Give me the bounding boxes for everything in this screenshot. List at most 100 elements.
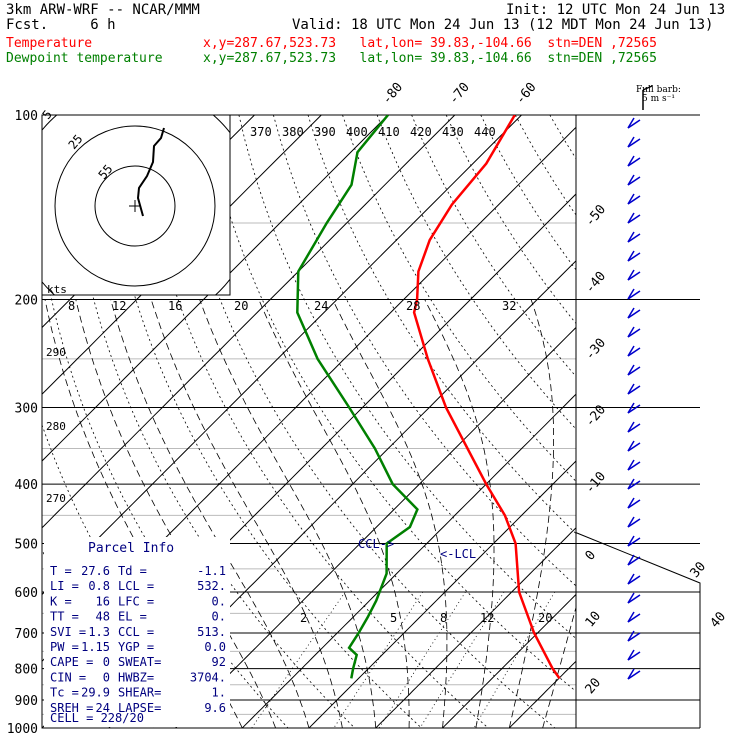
wind-barb-shaft bbox=[627, 480, 641, 490]
dry-adiabat-line bbox=[480, 115, 576, 271]
theta-e-label: 440 bbox=[474, 125, 496, 139]
hodograph-speed-label: 16 bbox=[168, 299, 182, 313]
temperature-trace bbox=[412, 115, 561, 680]
wind-barb-shaft bbox=[627, 214, 641, 224]
theta-e-label: 400 bbox=[346, 125, 368, 139]
pressure-tick-label: 500 bbox=[15, 537, 38, 552]
parcel-info-cell: LI = bbox=[50, 579, 79, 593]
dry-adiabat-line bbox=[307, 115, 576, 535]
parcel-info-cell: 0. bbox=[212, 610, 226, 624]
wind-barb-flag bbox=[627, 592, 635, 604]
wind-barb-flag bbox=[627, 516, 635, 528]
mixing-ratio-line bbox=[473, 591, 556, 728]
dry-adiabat-line bbox=[203, 115, 576, 692]
theta-label: 290 bbox=[46, 346, 66, 359]
wind-barb-shaft bbox=[627, 556, 641, 566]
dry-adiabat-line bbox=[376, 115, 576, 430]
isotherm-line bbox=[42, 115, 456, 529]
barb-key-units: 5 m s⁻¹ bbox=[642, 94, 675, 104]
parcel-info-cell: 29.9 bbox=[81, 686, 110, 700]
dewpoint-trace bbox=[296, 115, 419, 679]
dry-adiabat-line bbox=[134, 115, 489, 728]
wind-barb-flag bbox=[627, 307, 635, 319]
wind-barb-flag bbox=[627, 630, 635, 642]
pressure-tick-label: 200 bbox=[15, 294, 38, 309]
isotherm-line bbox=[42, 115, 322, 395]
temperature-tick-label: -20 bbox=[583, 402, 610, 430]
parcel-info-cell: 3704. bbox=[190, 670, 226, 684]
theta-e-label: 420 bbox=[410, 125, 432, 139]
wind-barb-shaft bbox=[627, 613, 641, 623]
hodograph-speed-label: 32 bbox=[502, 299, 516, 313]
mixing-ratio-label: 12 bbox=[480, 611, 494, 625]
hodograph-box bbox=[41, 114, 231, 296]
parcel-info-cell: T = bbox=[50, 564, 72, 578]
wind-barb-shaft bbox=[627, 347, 641, 357]
moist-adiabat-line bbox=[542, 605, 576, 728]
wind-barb-flag bbox=[627, 250, 635, 262]
mixing-ratio-line bbox=[251, 591, 346, 728]
wind-barb-shaft bbox=[627, 632, 641, 642]
parcel-info-cell: 16 bbox=[96, 594, 110, 608]
dry-adiabat-line bbox=[549, 115, 576, 160]
wind-barb-flag bbox=[627, 383, 635, 395]
wind-barb-flag bbox=[627, 402, 635, 414]
theta-label: 280 bbox=[46, 420, 66, 433]
model-title: 3km ARW-WRF -- NCAR/MMM bbox=[6, 2, 200, 18]
parcel-info-cell: LCL = bbox=[118, 579, 154, 593]
wind-barb-shaft bbox=[627, 138, 641, 148]
theta-label: 270 bbox=[46, 492, 66, 505]
wind-barb-flag bbox=[627, 174, 635, 186]
hodograph-speed-label: 24 bbox=[314, 299, 328, 313]
wind-barb-shaft bbox=[627, 271, 641, 281]
dry-adiabat-line bbox=[654, 115, 740, 728]
isotherm-line bbox=[508, 660, 576, 728]
parcel-info-cell: 0.0 bbox=[204, 640, 226, 654]
wind-barb-shaft bbox=[627, 119, 641, 129]
temperature-tick-label: -50 bbox=[583, 202, 610, 230]
dry-adiabat-line bbox=[100, 115, 422, 728]
parcel-info-cell: YGP = bbox=[118, 640, 154, 654]
temperature-tick-label: 40 bbox=[708, 609, 730, 631]
parcel-info-cell: EL = bbox=[118, 610, 147, 624]
parcel-info-cell: CCL = bbox=[118, 625, 154, 639]
parcel-info-background bbox=[44, 537, 230, 727]
theta-e-label: 410 bbox=[378, 125, 400, 139]
temperature-tick-label: -30 bbox=[583, 336, 610, 364]
moist-adiabat-line bbox=[75, 299, 276, 728]
dry-adiabat-line bbox=[619, 115, 740, 728]
isotherm-line bbox=[42, 115, 389, 462]
wind-barb-shaft bbox=[627, 309, 641, 319]
mixing-ratio-label: 2 bbox=[300, 611, 307, 625]
wind-barb-flag bbox=[627, 136, 635, 148]
parcel-info-box: Parcel Info T = 27.6 Td = -1.1 LI = 0.8 LCL = 53… bbox=[44, 537, 230, 727]
wind-barb-shaft bbox=[627, 385, 641, 395]
moist-adiabat-line bbox=[258, 299, 410, 728]
theta-e-label: 390 bbox=[314, 125, 336, 139]
parcel-info-cell-line: CELL = 228/20 bbox=[50, 711, 144, 725]
wind-barb-flag bbox=[627, 497, 635, 509]
wind-barb-shaft bbox=[627, 442, 641, 452]
wind-barb-flag bbox=[627, 649, 635, 661]
isotherm-line bbox=[442, 593, 576, 728]
temperature-tick-label: 20 bbox=[583, 675, 605, 697]
mixing-ratio-line bbox=[333, 591, 424, 728]
temperature-tick-label: 0 bbox=[583, 548, 600, 564]
plot-frame bbox=[41, 114, 701, 729]
valid-time: Valid: 18 UTC Mon 24 Jun 13 (12 MDT Mon … bbox=[292, 17, 714, 33]
parcel-info-cell: SHEAR= bbox=[118, 686, 161, 700]
temperature-tick-label: 10 bbox=[583, 609, 605, 631]
wind-barb-flag bbox=[627, 421, 635, 433]
parcel-info-title: Parcel Info bbox=[88, 541, 174, 556]
parcel-info-cell: 0 bbox=[103, 670, 110, 684]
moist-adiabat-line bbox=[199, 299, 377, 728]
parcel-info-cell: 1.15 bbox=[81, 640, 110, 654]
wind-barb-flag bbox=[627, 459, 635, 471]
temperature-tick-label: -60 bbox=[513, 80, 540, 108]
wind-barb-flag bbox=[627, 364, 635, 376]
wind-barb-flag bbox=[627, 288, 635, 300]
temperature-tick-label: 30 bbox=[688, 559, 710, 581]
wind-barb-shaft bbox=[627, 252, 641, 262]
temperature-legend: Temperature bbox=[6, 36, 93, 51]
